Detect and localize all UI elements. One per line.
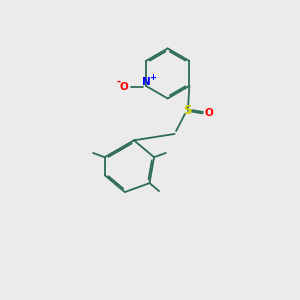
Text: +: + [149,73,156,82]
Text: -: - [117,77,121,87]
Text: O: O [120,82,129,92]
Text: O: O [204,108,213,118]
Text: N: N [142,77,150,87]
Text: S: S [184,104,192,118]
